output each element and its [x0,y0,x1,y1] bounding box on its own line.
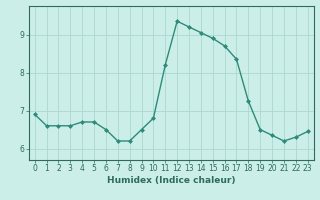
X-axis label: Humidex (Indice chaleur): Humidex (Indice chaleur) [107,176,236,185]
